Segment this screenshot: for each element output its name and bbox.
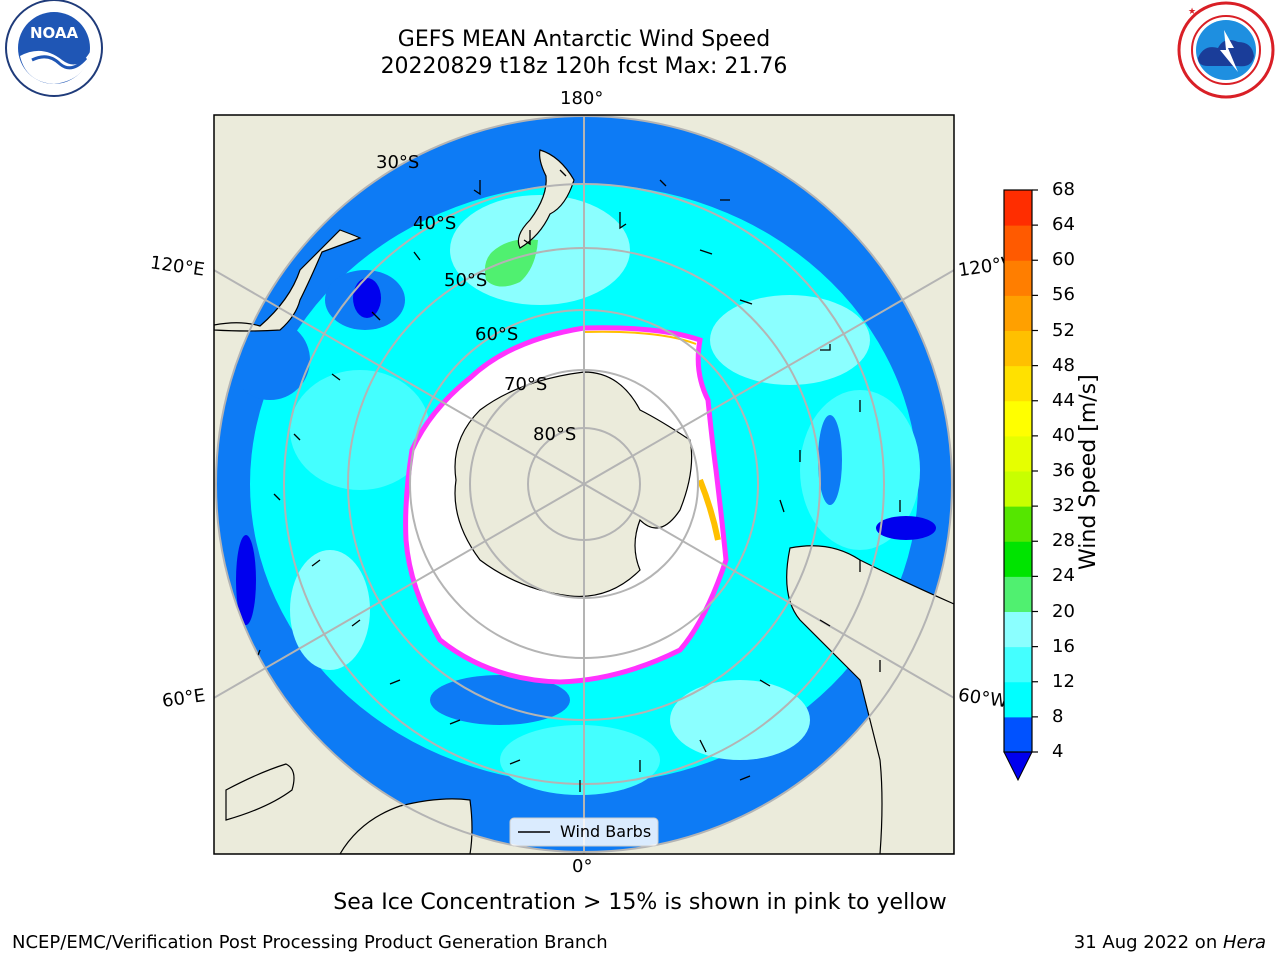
colorbar-tick-label: 24 xyxy=(1052,565,1075,587)
chart-title: GEFS MEAN Antarctic Wind Speed xyxy=(397,27,771,52)
colorbar-tick-label: 32 xyxy=(1052,495,1075,517)
lat-label-30s: 30°S xyxy=(376,152,420,173)
colorbar-segment xyxy=(1004,471,1032,507)
noaa-logo: NOAA xyxy=(5,0,103,97)
colorbar-segment xyxy=(1004,365,1032,402)
footer-left: NCEP/EMC/Verification Post Processing Pr… xyxy=(12,932,608,953)
colorbar-tick-label: 40 xyxy=(1052,424,1075,446)
lat-label-50s: 50°S xyxy=(444,270,488,291)
colorbar-under-arrow xyxy=(1003,751,1033,782)
colorbar-segment xyxy=(1004,295,1032,331)
colorbar-tick-label: 44 xyxy=(1052,389,1075,411)
colorbar-segment xyxy=(1004,190,1032,226)
lon-label-180: 180° xyxy=(560,88,604,109)
colorbar-tick-label: 36 xyxy=(1052,460,1075,481)
colorbar-tick-label: 8 xyxy=(1052,705,1064,727)
footer-right: 31 Aug 2022 on Hera xyxy=(1074,932,1266,953)
svg-text:★: ★ xyxy=(1188,7,1196,17)
colorbar-tick-label: 4 xyxy=(1052,741,1064,762)
footer-host: Hera xyxy=(1222,932,1266,953)
colorbar-segment xyxy=(1004,576,1032,612)
colorbar xyxy=(1003,189,1038,782)
colorbar-segment xyxy=(1004,506,1032,542)
colorbar-tick-label: 68 xyxy=(1052,179,1075,200)
ice-caption: Sea Ice Concentration > 15% is shown in … xyxy=(333,890,947,915)
colorbar-tick-label: 28 xyxy=(1052,530,1075,552)
colorbar-tick-label: 16 xyxy=(1052,635,1075,657)
meridian-60e-120w xyxy=(214,268,954,700)
colorbar-tick-label: 20 xyxy=(1052,600,1075,622)
lat-label-40s: 40°S xyxy=(413,213,457,234)
colorbar-segment xyxy=(1004,541,1032,577)
graticule xyxy=(214,115,954,854)
colorbar-tick-label: 64 xyxy=(1052,214,1075,236)
lat-label-60s: 60°S xyxy=(475,324,519,345)
wind-barbs xyxy=(255,169,901,825)
colorbar-segment xyxy=(1004,646,1032,683)
legend-label: Wind Barbs xyxy=(560,822,652,841)
footer-date: 31 Aug 2022 on xyxy=(1073,932,1223,953)
lon-label-0: 0° xyxy=(572,856,593,877)
colorbar-segment xyxy=(1004,611,1032,648)
nws-logo: ★ xyxy=(1177,1,1275,99)
noaa-logo-text: NOAA xyxy=(30,24,79,42)
colorbar-tick-label: 12 xyxy=(1052,670,1075,692)
lat-label-70s: 70°S xyxy=(504,374,548,395)
wind-barb-legend xyxy=(509,817,659,847)
chart-subtitle: 20220829 t18z 120h fcst Max: 21.76 xyxy=(380,54,788,79)
colorbar-tick-label: 60 xyxy=(1052,249,1075,271)
colorbar-segment xyxy=(1004,681,1032,718)
colorbar-tick-label: 48 xyxy=(1052,354,1075,376)
colorbar-segments xyxy=(1004,190,1032,753)
colorbar-segment xyxy=(1004,716,1032,753)
colorbar-segment xyxy=(1004,330,1032,367)
colorbar-tick-label: 56 xyxy=(1052,284,1075,306)
colorbar-segment xyxy=(1004,260,1032,296)
colorbar-segment xyxy=(1004,435,1032,472)
colorbar-segment xyxy=(1004,400,1032,437)
lat-label-80s: 80°S xyxy=(533,424,577,445)
colorbar-segment xyxy=(1004,225,1032,261)
map-frame xyxy=(213,114,955,855)
continent-outlines xyxy=(214,229,954,854)
colorbar-label: Wind Speed [m/s] xyxy=(1076,374,1101,570)
colorbar-tick-label: 52 xyxy=(1052,319,1075,341)
